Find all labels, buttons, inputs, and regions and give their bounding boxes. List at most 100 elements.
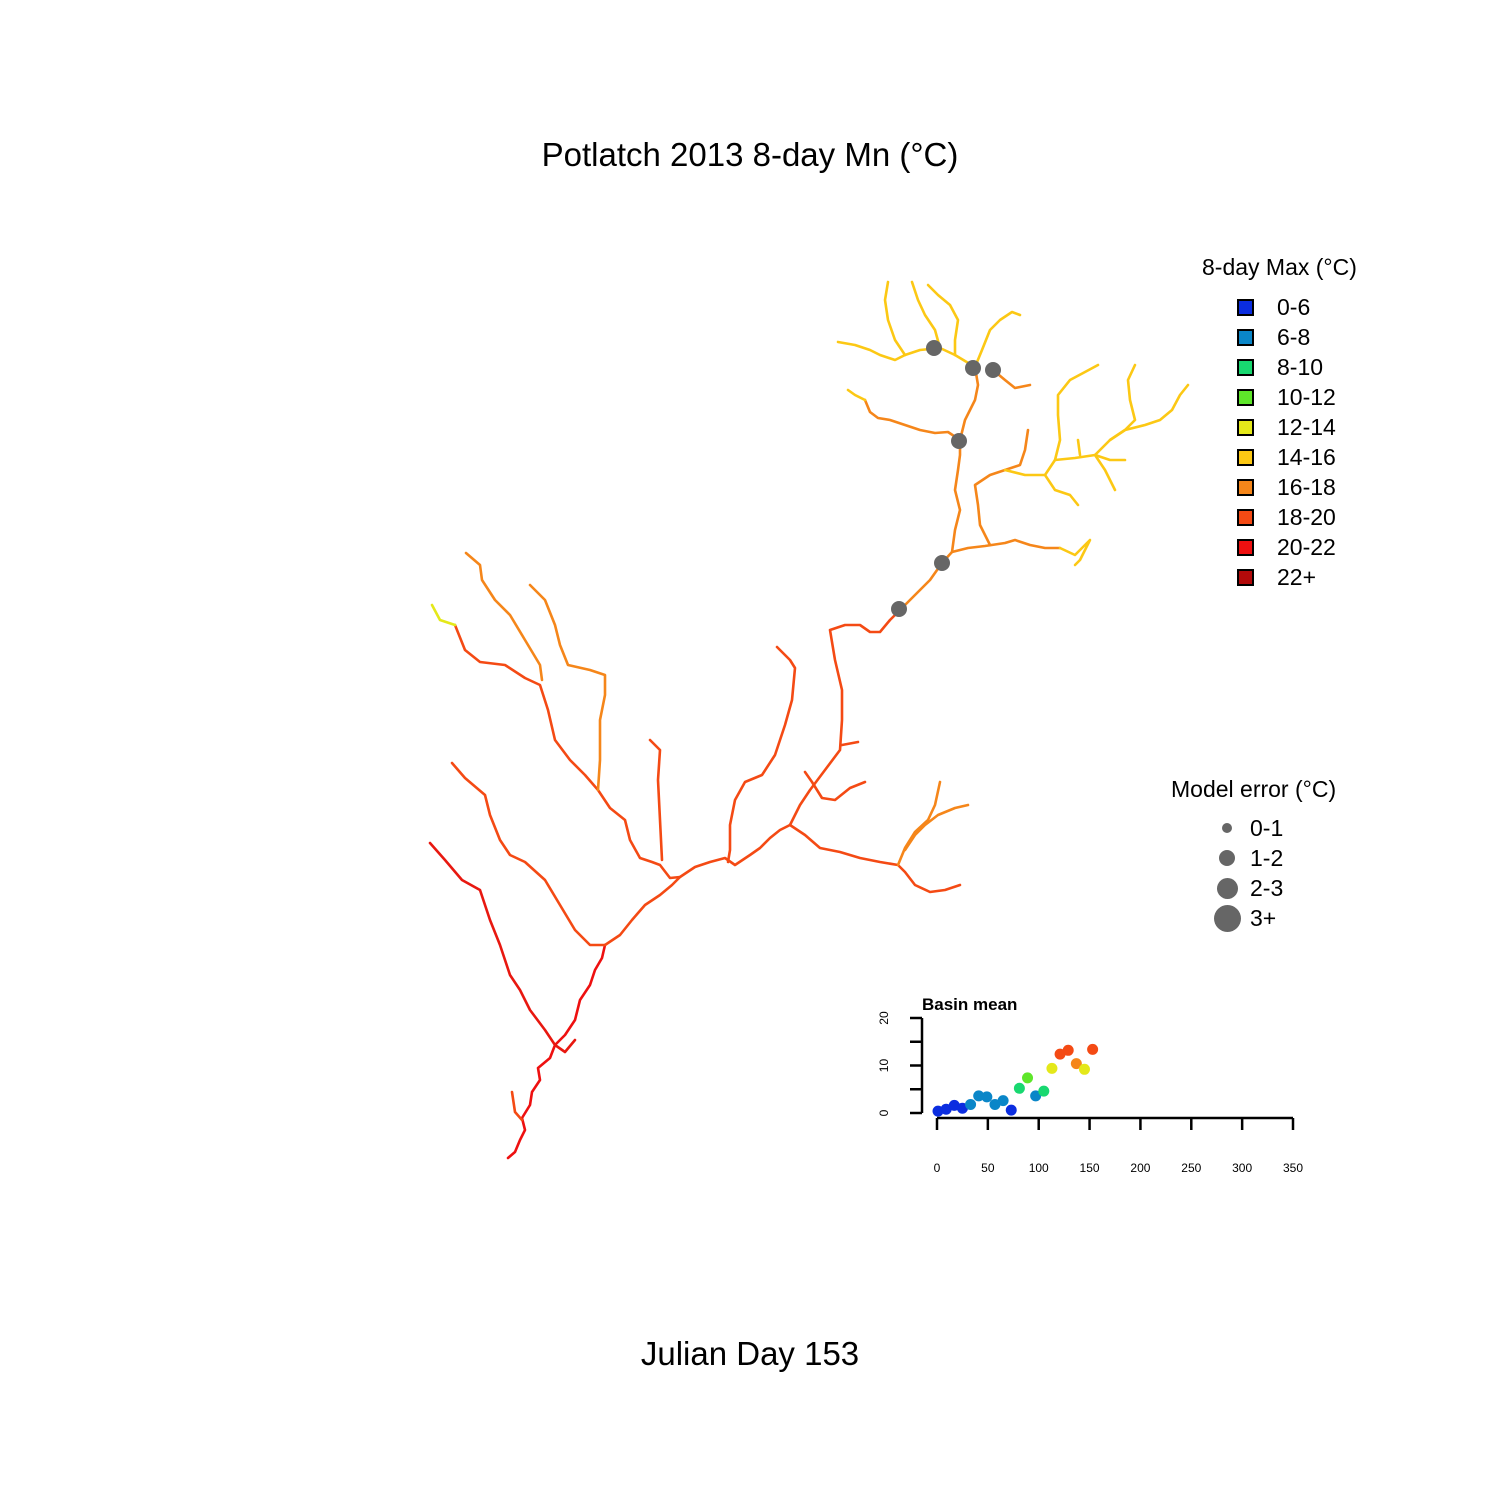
x-tick-label: 250	[1181, 1161, 1201, 1175]
legend-label: 8-10	[1277, 353, 1324, 380]
x-tick-label: 150	[1080, 1161, 1100, 1175]
chart-point	[1005, 1104, 1017, 1116]
x-tick-label: 0	[934, 1161, 941, 1175]
error-legend-items: 0-1 1-2 2-3 3+	[1212, 813, 1283, 933]
stream-segment-west-trib	[428, 841, 577, 1054]
legend-swatch	[1237, 298, 1254, 316]
legend-label: 16-18	[1277, 473, 1336, 500]
temperature-legend-title: 8-day Max (°C)	[1202, 254, 1357, 280]
stream-segment-main-top	[898, 365, 980, 612]
y-tick-label: 20	[877, 1011, 891, 1025]
legend-swatch	[1237, 538, 1254, 556]
legend-label: 6-8	[1277, 323, 1311, 350]
gauge-points	[891, 340, 1001, 617]
legend-swatch	[1237, 448, 1254, 466]
x-tick-label: 200	[1130, 1161, 1150, 1175]
stream-segment-east-low-h1	[896, 780, 942, 867]
temperature-legend-row: 0-6	[1237, 292, 1336, 322]
error-size-dot	[1216, 877, 1238, 899]
stream-segment-ne-fan2	[1053, 363, 1100, 462]
gauge-point	[934, 555, 950, 571]
chart-point	[1070, 1058, 1082, 1070]
temperature-legend-row: 22+	[1237, 562, 1336, 592]
chart-points	[932, 1043, 1099, 1117]
legend-swatch	[1237, 418, 1254, 436]
chart-point	[1046, 1062, 1058, 1074]
stream-segment-ne-trib	[950, 538, 1062, 554]
chart-point	[1013, 1082, 1025, 1094]
chart-point	[973, 1090, 985, 1102]
stream-segment-ne-upper	[973, 428, 1030, 547]
y-tick-label: 0	[877, 1109, 891, 1116]
error-legend-row: 0-1	[1212, 813, 1283, 843]
stream-segment-ne-fan6	[1043, 473, 1080, 507]
legend-swatch	[1237, 568, 1254, 586]
legend-label: 10-12	[1277, 383, 1336, 410]
stream-segment-nw-head	[430, 603, 457, 627]
map-subtitle: Julian Day 153	[640, 1335, 860, 1372]
stream-segment-lower-spur	[510, 1090, 524, 1122]
stream-segment-nw-upper-head	[846, 388, 867, 402]
x-tick-label: 50	[981, 1161, 995, 1175]
legend-label: 22+	[1277, 563, 1317, 590]
stream-lines	[428, 280, 1190, 1160]
temperature-legend-row: 12-14	[1237, 412, 1336, 442]
temperature-legend: 8-day Max (°C)	[1202, 254, 1357, 281]
chart-title: Basin mean	[922, 995, 1017, 1014]
temperature-legend-row: 8-10	[1237, 352, 1336, 382]
legend-label: 12-14	[1277, 413, 1336, 440]
stream-segment-west2-trib	[450, 761, 607, 947]
gauge-point	[985, 362, 1001, 378]
legend-swatch	[1237, 388, 1254, 406]
map-title: Potlatch 2013 8-day Mn (°C)	[541, 136, 959, 173]
chart-point	[1062, 1044, 1074, 1056]
legend-label: 0-6	[1277, 293, 1311, 320]
legend-swatch	[1237, 358, 1254, 376]
temperature-legend-row: 6-8	[1237, 322, 1336, 352]
error-legend: Model error (°C)	[1171, 776, 1336, 803]
gauge-point	[926, 340, 942, 356]
temperature-legend-row: 16-18	[1237, 472, 1336, 502]
error-legend-row: 2-3	[1212, 873, 1283, 903]
x-tick-label: 100	[1029, 1161, 1049, 1175]
stream-segment-east-low	[788, 823, 962, 894]
error-legend-row: 3+	[1212, 903, 1283, 933]
error-legend-row: 1-2	[1212, 843, 1283, 873]
stream-segment-main-upper	[788, 608, 902, 827]
stream-segment-nw-upper	[863, 398, 962, 442]
error-size-dot	[1222, 823, 1232, 833]
legend-swatch	[1237, 328, 1254, 346]
stream-segment-nw-trib	[453, 623, 682, 880]
chart-point	[1030, 1090, 1042, 1102]
stream-segment-center-spur	[840, 740, 860, 747]
stream-segment-top-mid	[910, 280, 942, 350]
stream-segment-ne-fan3	[1093, 363, 1137, 457]
chart-point	[1022, 1072, 1034, 1084]
temperature-legend-items: 0-6 6-8 8-10 10-12 12-14 14-16 16-18 18-20 20-22…	[1237, 292, 1336, 592]
stream-segment-ne-fan5	[1093, 453, 1117, 492]
legend-label: 0-1	[1250, 814, 1284, 841]
chart-axes: 0 50 100 150 200 250 300 350 0 10 20	[877, 1011, 1303, 1175]
stream-segment-n3-trib	[528, 583, 607, 792]
chart-point	[997, 1095, 1009, 1107]
stream-segment-ne-fan7	[1076, 438, 1082, 457]
chart-point	[1078, 1063, 1090, 1075]
legend-label: 1-2	[1250, 844, 1284, 871]
temperature-legend-row: 18-20	[1237, 502, 1336, 532]
stream-segment-main-lower	[506, 943, 607, 1160]
error-size-dot	[1219, 850, 1235, 866]
legend-label: 14-16	[1277, 443, 1336, 470]
y-tick-label: 10	[877, 1059, 891, 1073]
stream-segment-nw2-trib	[464, 551, 544, 682]
stream-segment-ne-trib-head	[1058, 538, 1092, 567]
stream-segment-main-mid	[603, 823, 792, 947]
chart-point	[965, 1098, 977, 1110]
stream-segment-ne-fan4	[1108, 383, 1190, 442]
stream-segment-side-loop	[803, 770, 867, 802]
gauge-point	[965, 360, 981, 376]
stream-segment-east-low-h2	[903, 803, 970, 852]
temperature-legend-row: 10-12	[1237, 382, 1336, 412]
stream-segment-top-mid2	[926, 283, 960, 357]
chart-point	[1038, 1085, 1050, 1097]
